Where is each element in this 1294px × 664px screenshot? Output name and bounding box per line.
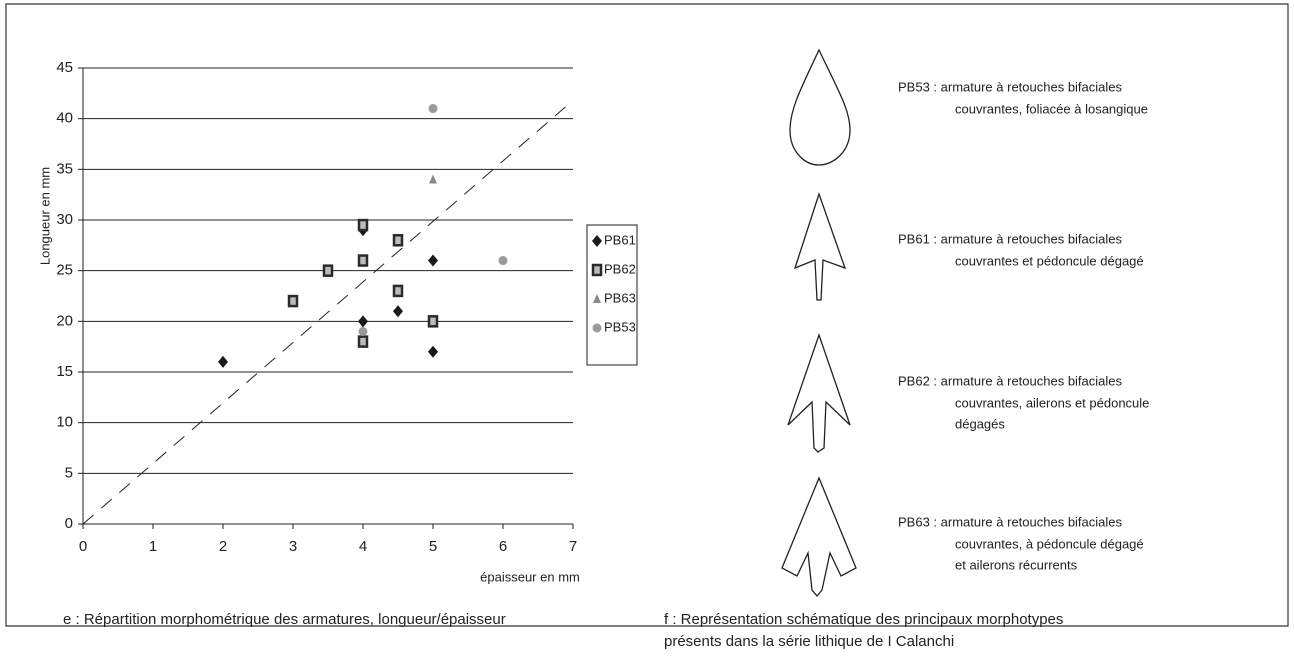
x-tick-label: 6 xyxy=(499,538,507,555)
morphotype-desc: couvrantes, foliacée à losangique xyxy=(955,101,1148,116)
morphotype-title: PB62 : armature à retouches bifaciales xyxy=(898,373,1123,388)
x-tick-label: 0 xyxy=(79,538,87,555)
point xyxy=(393,305,403,318)
y-tick-label: 5 xyxy=(65,464,73,481)
point xyxy=(429,174,437,184)
x-tick-label: 2 xyxy=(219,538,227,555)
point xyxy=(357,335,369,348)
morphotype-desc: dégagés xyxy=(955,416,1005,431)
point xyxy=(218,355,228,368)
point xyxy=(357,218,369,232)
x-tick-label: 5 xyxy=(429,538,437,555)
point xyxy=(428,345,438,358)
point xyxy=(322,264,334,277)
legend-label: PB53 xyxy=(604,319,636,334)
point xyxy=(428,104,438,114)
x-tick-label: 1 xyxy=(149,538,157,555)
y-tick-label: 20 xyxy=(56,312,73,329)
morphotype-title: PB61 : armature à retouches bifaciales xyxy=(898,231,1123,246)
morphotype-title: PB63 : armature à retouches bifaciales xyxy=(898,514,1123,529)
diagram-shapes xyxy=(781,48,857,598)
legend-box xyxy=(586,224,638,366)
point xyxy=(428,254,438,267)
y-tick-label: 35 xyxy=(56,160,73,177)
morphotype-title: PB53 : armature à retouches bifaciales xyxy=(898,79,1123,94)
legend-marker xyxy=(592,235,602,247)
y-tick-label: 45 xyxy=(56,59,73,76)
point xyxy=(358,326,368,336)
shape-barbed xyxy=(787,333,851,453)
point xyxy=(358,315,368,328)
legend-label: PB61 xyxy=(604,232,636,247)
morphotype-desc: couvrantes, à pédoncule dégagé xyxy=(955,536,1144,551)
y-tick-label: 0 xyxy=(65,515,73,532)
x-tick-label: 4 xyxy=(359,538,367,555)
point xyxy=(427,315,439,328)
legend-label: PB62 xyxy=(604,261,636,276)
legend-marker xyxy=(593,294,601,303)
caption-left: e : Répartition morphométrique des armat… xyxy=(63,611,506,628)
legend-marker xyxy=(591,263,603,277)
frame xyxy=(5,3,1289,627)
shape-recurrent xyxy=(781,476,857,598)
x-tick-label: 7 xyxy=(569,538,577,555)
x-tick-label: 3 xyxy=(289,538,297,555)
y-axis-label: Longueur en mm xyxy=(37,167,52,265)
y-tick-label: 10 xyxy=(56,414,73,431)
morphotype-desc: et ailerons récurrents xyxy=(955,557,1078,572)
point xyxy=(357,254,369,267)
x-axis-label: épaisseur en mm xyxy=(480,569,580,584)
point xyxy=(392,234,404,247)
shape-tanged xyxy=(793,191,847,301)
trendline xyxy=(82,100,574,525)
caption-right: présents dans la série lithique de I Cal… xyxy=(664,633,954,650)
legend-marker xyxy=(592,323,602,333)
shape-foliate xyxy=(789,48,851,166)
caption-right: f : Représentation schématique des princ… xyxy=(664,611,1063,628)
point xyxy=(498,256,508,266)
point xyxy=(287,294,299,308)
morphotype-desc: couvrantes et pédoncule dégagé xyxy=(955,253,1144,268)
y-tick-label: 25 xyxy=(56,262,73,279)
legend-label: PB63 xyxy=(604,290,636,305)
y-tick-label: 15 xyxy=(56,363,73,380)
y-tick-label: 30 xyxy=(56,211,73,228)
y-tick-label: 40 xyxy=(56,110,73,127)
morphotype-desc: couvrantes, ailerons et pédoncule xyxy=(955,395,1149,410)
point xyxy=(392,284,404,298)
